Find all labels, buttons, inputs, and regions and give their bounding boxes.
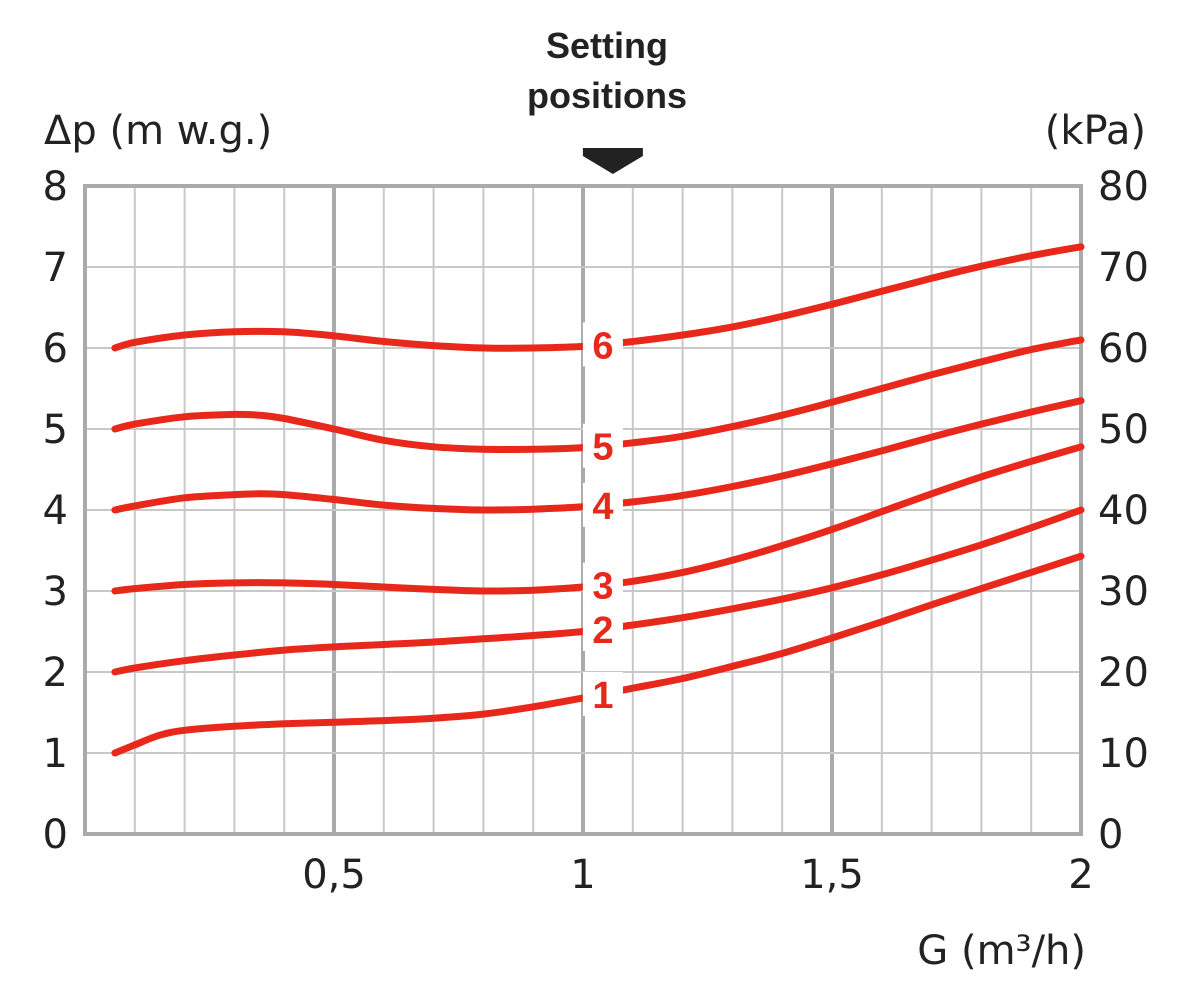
series-label-bg-5 [582,423,623,468]
x-tick-label: 2 [1068,852,1093,898]
series-label-bg-3 [582,562,623,607]
y-tick-label-left: 6 [43,326,68,372]
y-axis-title-right: (kPa) [1045,108,1146,154]
y-tick-label-left: 0 [43,812,68,858]
y-tick-label-left: 2 [43,650,68,696]
series-line-5 [111,336,1085,454]
y-tick-label-right: 70 [1098,245,1149,291]
x-axis-title: G (m³/h) [917,928,1086,974]
y-tick-label-right: 0 [1098,812,1123,858]
series-label-bg-4 [582,482,623,527]
setting-positions-arrow-icon [582,148,643,174]
y-tick-label-right: 40 [1098,488,1149,534]
x-tick-label: 0,5 [302,852,366,898]
y-tick-label-right: 20 [1098,650,1149,696]
y-tick-label-left: 3 [43,569,68,615]
series-label-bg-2 [582,606,623,651]
series-label-5: 5 [592,427,613,469]
setting-positions-title-line2: positions [527,75,687,116]
y-tick-label-left: 5 [43,407,68,453]
setting-positions-title-line1: Setting [546,25,668,66]
x-tick-label: 1 [570,852,595,898]
y-tick-label-left: 4 [43,488,68,534]
x-axis-title-text: G (m³/h) [917,928,1086,974]
series-label-1: 1 [592,675,613,717]
y-tick-label-left: 8 [43,164,68,210]
series-line-1 [111,552,1085,757]
y-tick-label-left: 1 [43,731,68,777]
x-tick-label: 1,5 [800,852,864,898]
series-label-6: 6 [592,325,613,367]
series-label-3: 3 [592,566,613,608]
y-tick-label-right: 30 [1098,569,1149,615]
y-tick-label-right: 50 [1098,407,1149,453]
series-label-bg-1 [582,672,623,717]
y-tick-label-right: 60 [1098,326,1149,372]
y-tick-label-right: 80 [1098,164,1149,210]
y-tick-label-left: 7 [43,245,68,291]
y-tick-label-right: 10 [1098,731,1149,777]
series-label-bg-6 [582,322,623,367]
series-line-4 [111,397,1085,514]
series-label-2: 2 [592,610,613,652]
series-label-4: 4 [592,486,613,528]
y-axis-title-left: Δp (m w.g.) [44,108,272,154]
